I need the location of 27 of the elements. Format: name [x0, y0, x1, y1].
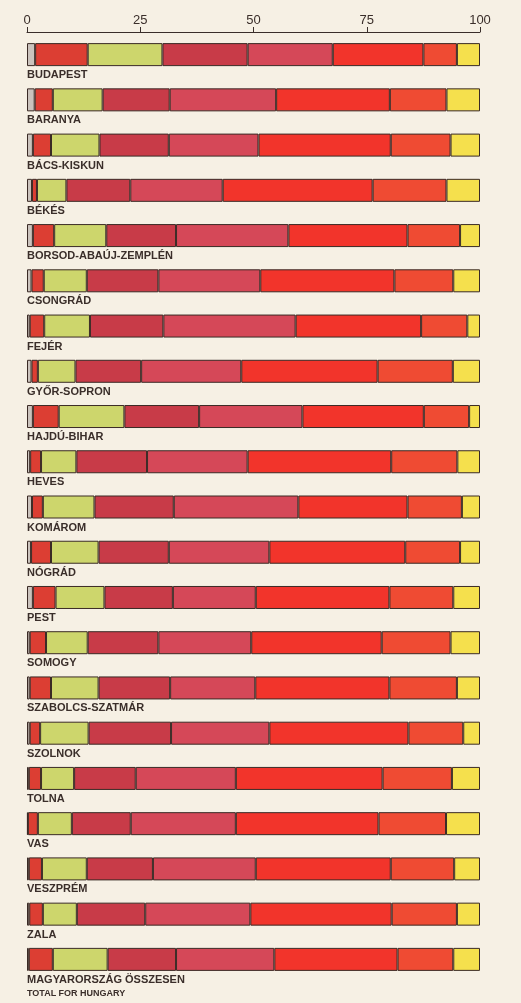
y-tick-label: CSONGRÁD	[27, 294, 92, 307]
y-tick-label: VESZPRÉM	[27, 882, 88, 895]
x-tick-label: 100	[469, 12, 491, 27]
y-tick-label: ZALA	[27, 927, 57, 940]
y-tick-label: NÓGRÁD	[27, 565, 76, 578]
y-tick-label: SZABOLCS-SZATMÁR	[27, 701, 145, 714]
x-tick-label: 50	[246, 12, 261, 27]
y-tick-label: PEST	[27, 610, 57, 623]
y-tick-label: MAGYARORSZÁG ÖSSZESEN	[27, 972, 185, 985]
y-tick-label: BÁCS-KISKUN	[27, 158, 105, 171]
y-tick-label: FEJÉR	[27, 339, 63, 352]
y-tick-label: BUDAPEST	[27, 68, 88, 81]
y-tick-label: BÉKÉS	[27, 203, 65, 216]
y-tick-label: BARANYA	[27, 113, 82, 126]
y-tick-label: GYŐR-SOPRON	[27, 384, 111, 397]
annotation: TOTAL FOR HUNGARY	[27, 987, 126, 998]
x-tick-label: 0	[23, 12, 31, 27]
y-tick-label: BORSOD-ABAÚJ-ZEMPLÉN	[27, 249, 174, 262]
y-tick-label: SOMOGY	[27, 656, 78, 669]
y-tick-label: SZOLNOK	[27, 746, 81, 759]
y-tick-label: HAJDÚ-BIHAR	[27, 430, 104, 443]
y-tick-label: TOLNA	[27, 791, 65, 804]
y-tick-label: KOMÁROM	[27, 520, 87, 533]
y-tick-label: HEVES	[27, 475, 65, 488]
y-tick-label: VAS	[27, 837, 49, 850]
x-tick-label: 25	[133, 12, 148, 27]
x-tick-label: 75	[359, 12, 374, 27]
